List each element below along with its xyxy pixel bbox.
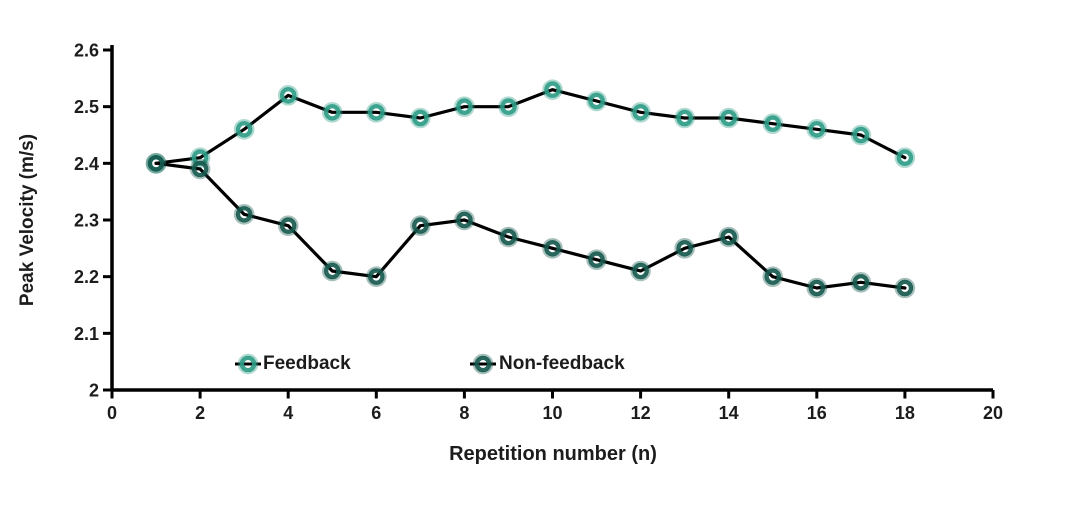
x-tick-label: 14: [719, 403, 739, 423]
data-point-feedback-halo: [454, 96, 475, 117]
y-axis-title: Peak Velocity (m/s): [17, 133, 38, 307]
data-point-feedback-halo: [586, 90, 607, 112]
x-tick-label: 16: [807, 403, 827, 423]
data-point-non-feedback: [720, 228, 737, 246]
data-point-feedback-halo: [806, 119, 828, 140]
data-point-feedback: [676, 109, 693, 127]
y-tick-label: 2.2: [74, 267, 99, 287]
data-point-feedback-halo: [233, 119, 255, 140]
legend-marker-non-feedback: [474, 355, 492, 373]
data-point-non-feedback-halo: [542, 238, 563, 259]
data-point-feedback: [279, 87, 297, 104]
x-tick-label: 6: [371, 403, 381, 423]
data-point-feedback: [412, 109, 429, 127]
data-point-non-feedback-halo: [145, 153, 167, 174]
data-point-non-feedback-halo: [277, 215, 299, 236]
data-point-non-feedback-halo: [850, 272, 872, 293]
data-point-feedback-halo: [762, 113, 784, 134]
series-feedback-line: [154, 88, 907, 165]
y-tick-label: 2.1: [74, 324, 99, 344]
data-point-feedback: [808, 121, 826, 138]
data-point-non-feedback-halo: [674, 238, 695, 259]
x-tick-label: 12: [631, 403, 651, 423]
data-point-feedback: [500, 98, 517, 115]
data-point-non-feedback: [632, 262, 649, 280]
data-point-feedback: [588, 92, 605, 110]
data-point-non-feedback-halo: [321, 260, 343, 282]
data-point-non-feedback-halo: [233, 204, 255, 225]
data-point-feedback-halo: [366, 102, 387, 123]
data-point-feedback-halo: [894, 147, 916, 168]
data-point-non-feedback: [191, 160, 209, 178]
data-point-non-feedback: [676, 240, 693, 257]
legend-label-feedback: Feedback: [263, 353, 351, 374]
data-point-non-feedback: [235, 206, 253, 223]
x-tick-label: 2: [195, 403, 205, 423]
data-point-feedback-halo: [498, 96, 519, 117]
data-point-non-feedback-halo: [586, 249, 607, 270]
data-point-feedback: [456, 98, 473, 115]
x-axis-title: Repetition number (n): [449, 443, 657, 465]
y-tick-label: 2.3: [74, 211, 99, 231]
data-point-feedback-halo: [630, 102, 651, 123]
data-point-feedback: [632, 104, 649, 121]
data-point-non-feedback: [456, 211, 473, 229]
data-point-non-feedback: [764, 268, 782, 285]
data-point-non-feedback: [852, 274, 870, 291]
y-tick-label: 2.4: [74, 154, 99, 174]
data-point-non-feedback: [368, 268, 385, 285]
data-point-non-feedback-halo: [630, 260, 651, 282]
data-point-feedback-halo: [718, 107, 740, 129]
data-point-non-feedback: [544, 240, 561, 257]
data-point-feedback-halo: [542, 79, 563, 100]
data-point-feedback-halo: [410, 107, 431, 129]
x-tick-label: 18: [895, 403, 915, 423]
data-point-feedback: [323, 104, 341, 121]
data-point-feedback: [896, 149, 914, 166]
legend-label-non-feedback: Non-feedback: [499, 353, 625, 374]
data-point-non-feedback-halo: [410, 215, 431, 236]
x-tick-label: 0: [107, 403, 117, 423]
data-point-non-feedback: [412, 217, 429, 234]
data-point-feedback: [368, 104, 385, 121]
data-point-non-feedback-halo: [189, 158, 211, 180]
x-tick-label: 4: [283, 403, 293, 423]
legend-marker-feedback: [239, 355, 257, 373]
data-point-feedback: [852, 126, 870, 144]
x-tick-label: 10: [542, 403, 562, 423]
data-point-non-feedback: [588, 251, 605, 268]
data-point-non-feedback-halo: [498, 226, 519, 248]
data-point-non-feedback-halo: [806, 277, 828, 299]
x-tick-label: 20: [983, 403, 1003, 423]
data-point-feedback-halo: [321, 102, 343, 123]
data-point-non-feedback-halo: [366, 266, 387, 287]
data-point-non-feedback-halo: [454, 209, 475, 231]
y-tick-label: 2.6: [74, 41, 99, 61]
data-point-feedback-halo: [277, 85, 299, 106]
y-tick-label: 2: [89, 381, 99, 401]
legend-marker-non-feedback-halo: [472, 353, 494, 375]
x-tick-label: 8: [459, 403, 469, 423]
data-point-feedback-halo: [850, 124, 872, 146]
data-point-non-feedback-halo: [762, 266, 784, 287]
data-point-non-feedback: [896, 279, 914, 297]
data-point-non-feedback-halo: [718, 226, 740, 248]
series-non-feedback-line: [154, 161, 907, 290]
data-point-non-feedback: [500, 228, 517, 246]
data-point-non-feedback: [808, 279, 826, 297]
data-point-feedback: [235, 121, 253, 138]
data-point-feedback: [544, 81, 561, 98]
data-point-feedback: [764, 115, 782, 132]
y-tick-label: 2.5: [74, 97, 99, 117]
data-point-feedback: [720, 109, 737, 127]
data-point-non-feedback: [323, 262, 341, 280]
data-point-feedback-halo: [189, 147, 211, 168]
data-point-non-feedback: [279, 217, 297, 234]
data-point-feedback-halo: [674, 107, 695, 129]
data-point-non-feedback: [147, 155, 165, 172]
legend-marker-feedback-halo: [237, 353, 259, 375]
data-point-non-feedback-halo: [894, 277, 916, 299]
